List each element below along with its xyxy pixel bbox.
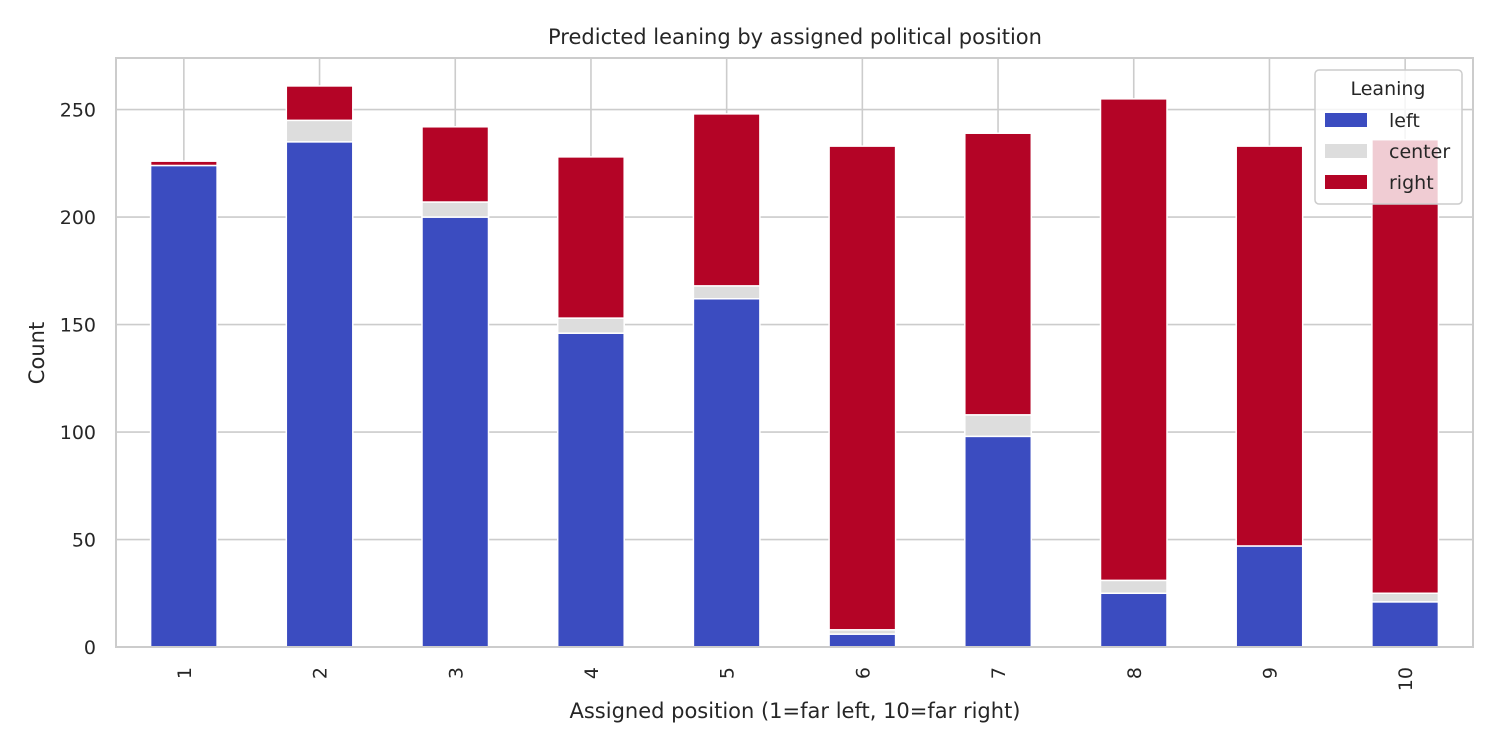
bar-right: [285, 85, 354, 122]
legend-swatch-center: [1325, 144, 1367, 158]
x-tick-label: 6: [852, 667, 874, 679]
x-axis-label: Assigned position (1=far left, 10=far ri…: [569, 699, 1020, 723]
plot-frame: [115, 57, 1474, 648]
legend-swatch-right: [1325, 175, 1367, 189]
y-axis-label: Count: [25, 322, 49, 384]
bar-center: [1371, 592, 1440, 603]
bar-right: [556, 156, 625, 319]
x-tick-label: 9: [1259, 667, 1281, 679]
bar-right: [149, 160, 218, 167]
bar-left: [1099, 592, 1168, 648]
bar-right: [421, 126, 490, 203]
x-tick-labels: 1 2 3 4 5 6 7 8 9 10: [174, 667, 1417, 691]
legend-label-center: center: [1389, 141, 1450, 163]
bar-left: [828, 633, 897, 648]
bar-right: [964, 132, 1033, 416]
x-tick-label: 8: [1124, 667, 1146, 679]
bars: [149, 85, 1440, 648]
x-tick-label: 4: [581, 667, 603, 679]
y-tick-label: 50: [72, 530, 96, 552]
legend-swatch-left: [1325, 113, 1367, 127]
bar-left: [1371, 601, 1440, 648]
legend: Leaning left center right: [1314, 69, 1463, 205]
x-tick-label: 10: [1395, 667, 1417, 691]
bar-right: [1099, 98, 1168, 582]
bar-center: [285, 119, 354, 143]
bar-center: [964, 414, 1033, 438]
bar-center: [1099, 579, 1168, 595]
bar-left: [421, 216, 490, 648]
bar-right: [1235, 145, 1304, 547]
legend-label-left: left: [1389, 110, 1420, 132]
y-tick-label: 100: [60, 422, 96, 444]
bar-right: [692, 113, 761, 287]
bar-right: [828, 145, 897, 631]
bar-left: [692, 298, 761, 648]
bar-left: [1235, 545, 1304, 648]
x-tick-label: 3: [445, 667, 467, 679]
x-tick-label: 1: [174, 667, 196, 679]
chart-title: Predicted leaning by assigned political …: [548, 25, 1042, 49]
legend-title: Leaning: [1350, 78, 1425, 100]
y-tick-label: 200: [60, 207, 96, 229]
bar-center: [556, 317, 625, 334]
x-tick-label: 7: [988, 667, 1010, 679]
bar-left: [149, 164, 218, 648]
y-tick-label: 250: [60, 100, 96, 122]
bar-left: [556, 332, 625, 648]
legend-label-right: right: [1389, 172, 1434, 194]
x-tick-label: 2: [310, 667, 332, 679]
bar-center: [692, 285, 761, 300]
bar-left: [964, 435, 1033, 648]
x-tick-label: 5: [717, 667, 739, 679]
bar-center: [421, 201, 490, 218]
bar-right: [1371, 138, 1440, 595]
y-tick-label: 0: [84, 637, 96, 659]
y-tick-label: 150: [60, 315, 96, 337]
y-tick-labels: 0 50 100 150 200 250: [60, 100, 96, 659]
legend-box: [1314, 69, 1463, 205]
bar-left: [285, 141, 354, 648]
